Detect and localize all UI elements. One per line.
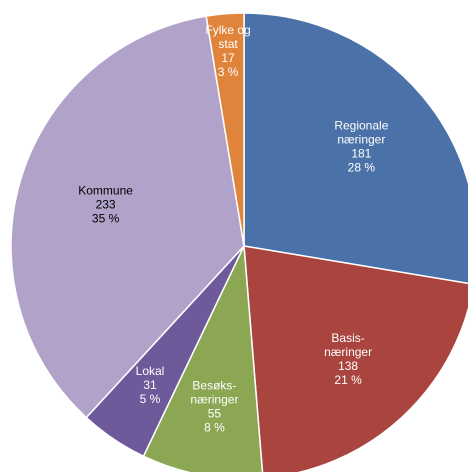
percentage-label: 8 % [204,420,225,434]
pie-slice [243,245,468,472]
category-line: Basis- [331,331,364,345]
percentage-label: 35 % [92,212,120,226]
pie-slice [10,15,245,419]
category-label: Besøks-næringer [190,378,238,406]
percentage-label: 21 % [334,373,362,387]
slice-label: Fylke og stat 17 3 % [205,23,250,79]
category-line: Regionale [334,119,388,133]
percentage-label: 28 % [348,161,376,175]
percentage-label: 5 % [140,392,161,406]
slice-label: Regionale næringer 181 28 % [334,119,388,175]
value-label: 55 [208,406,222,420]
category-line: Fylke og [205,23,250,37]
pie-slice [243,12,468,285]
slice-label: Kommune 233 35 % [78,184,133,226]
category-label: Regionale næringer [334,119,388,147]
slice-label: Lokal 31 5 % [136,364,165,406]
slice-label: Besøks-næringer 55 8 % [190,378,238,434]
category-line: Besøks- [192,378,236,392]
category-line: næringer [324,345,372,359]
category-line: Lokal [136,364,165,378]
value-label: 181 [351,147,371,161]
category-label: Basis-næringer [324,331,372,359]
category-line: næringer [337,133,385,147]
category-line: næringer [190,392,238,406]
percentage-label: 3 % [218,65,239,79]
category-line: Kommune [78,184,133,198]
pie-slice [142,243,264,472]
value-label: 17 [221,51,235,65]
slice-label: Basis-næringer 138 21 % [324,331,372,387]
value-label: 138 [338,359,358,373]
value-label: 233 [96,198,116,212]
category-label: Kommune [78,184,133,198]
category-line: stat [218,37,238,51]
pie-slice [205,12,245,247]
category-label: Lokal [136,364,165,378]
value-label: 31 [143,378,157,392]
category-label: Fylke og stat [205,23,250,51]
